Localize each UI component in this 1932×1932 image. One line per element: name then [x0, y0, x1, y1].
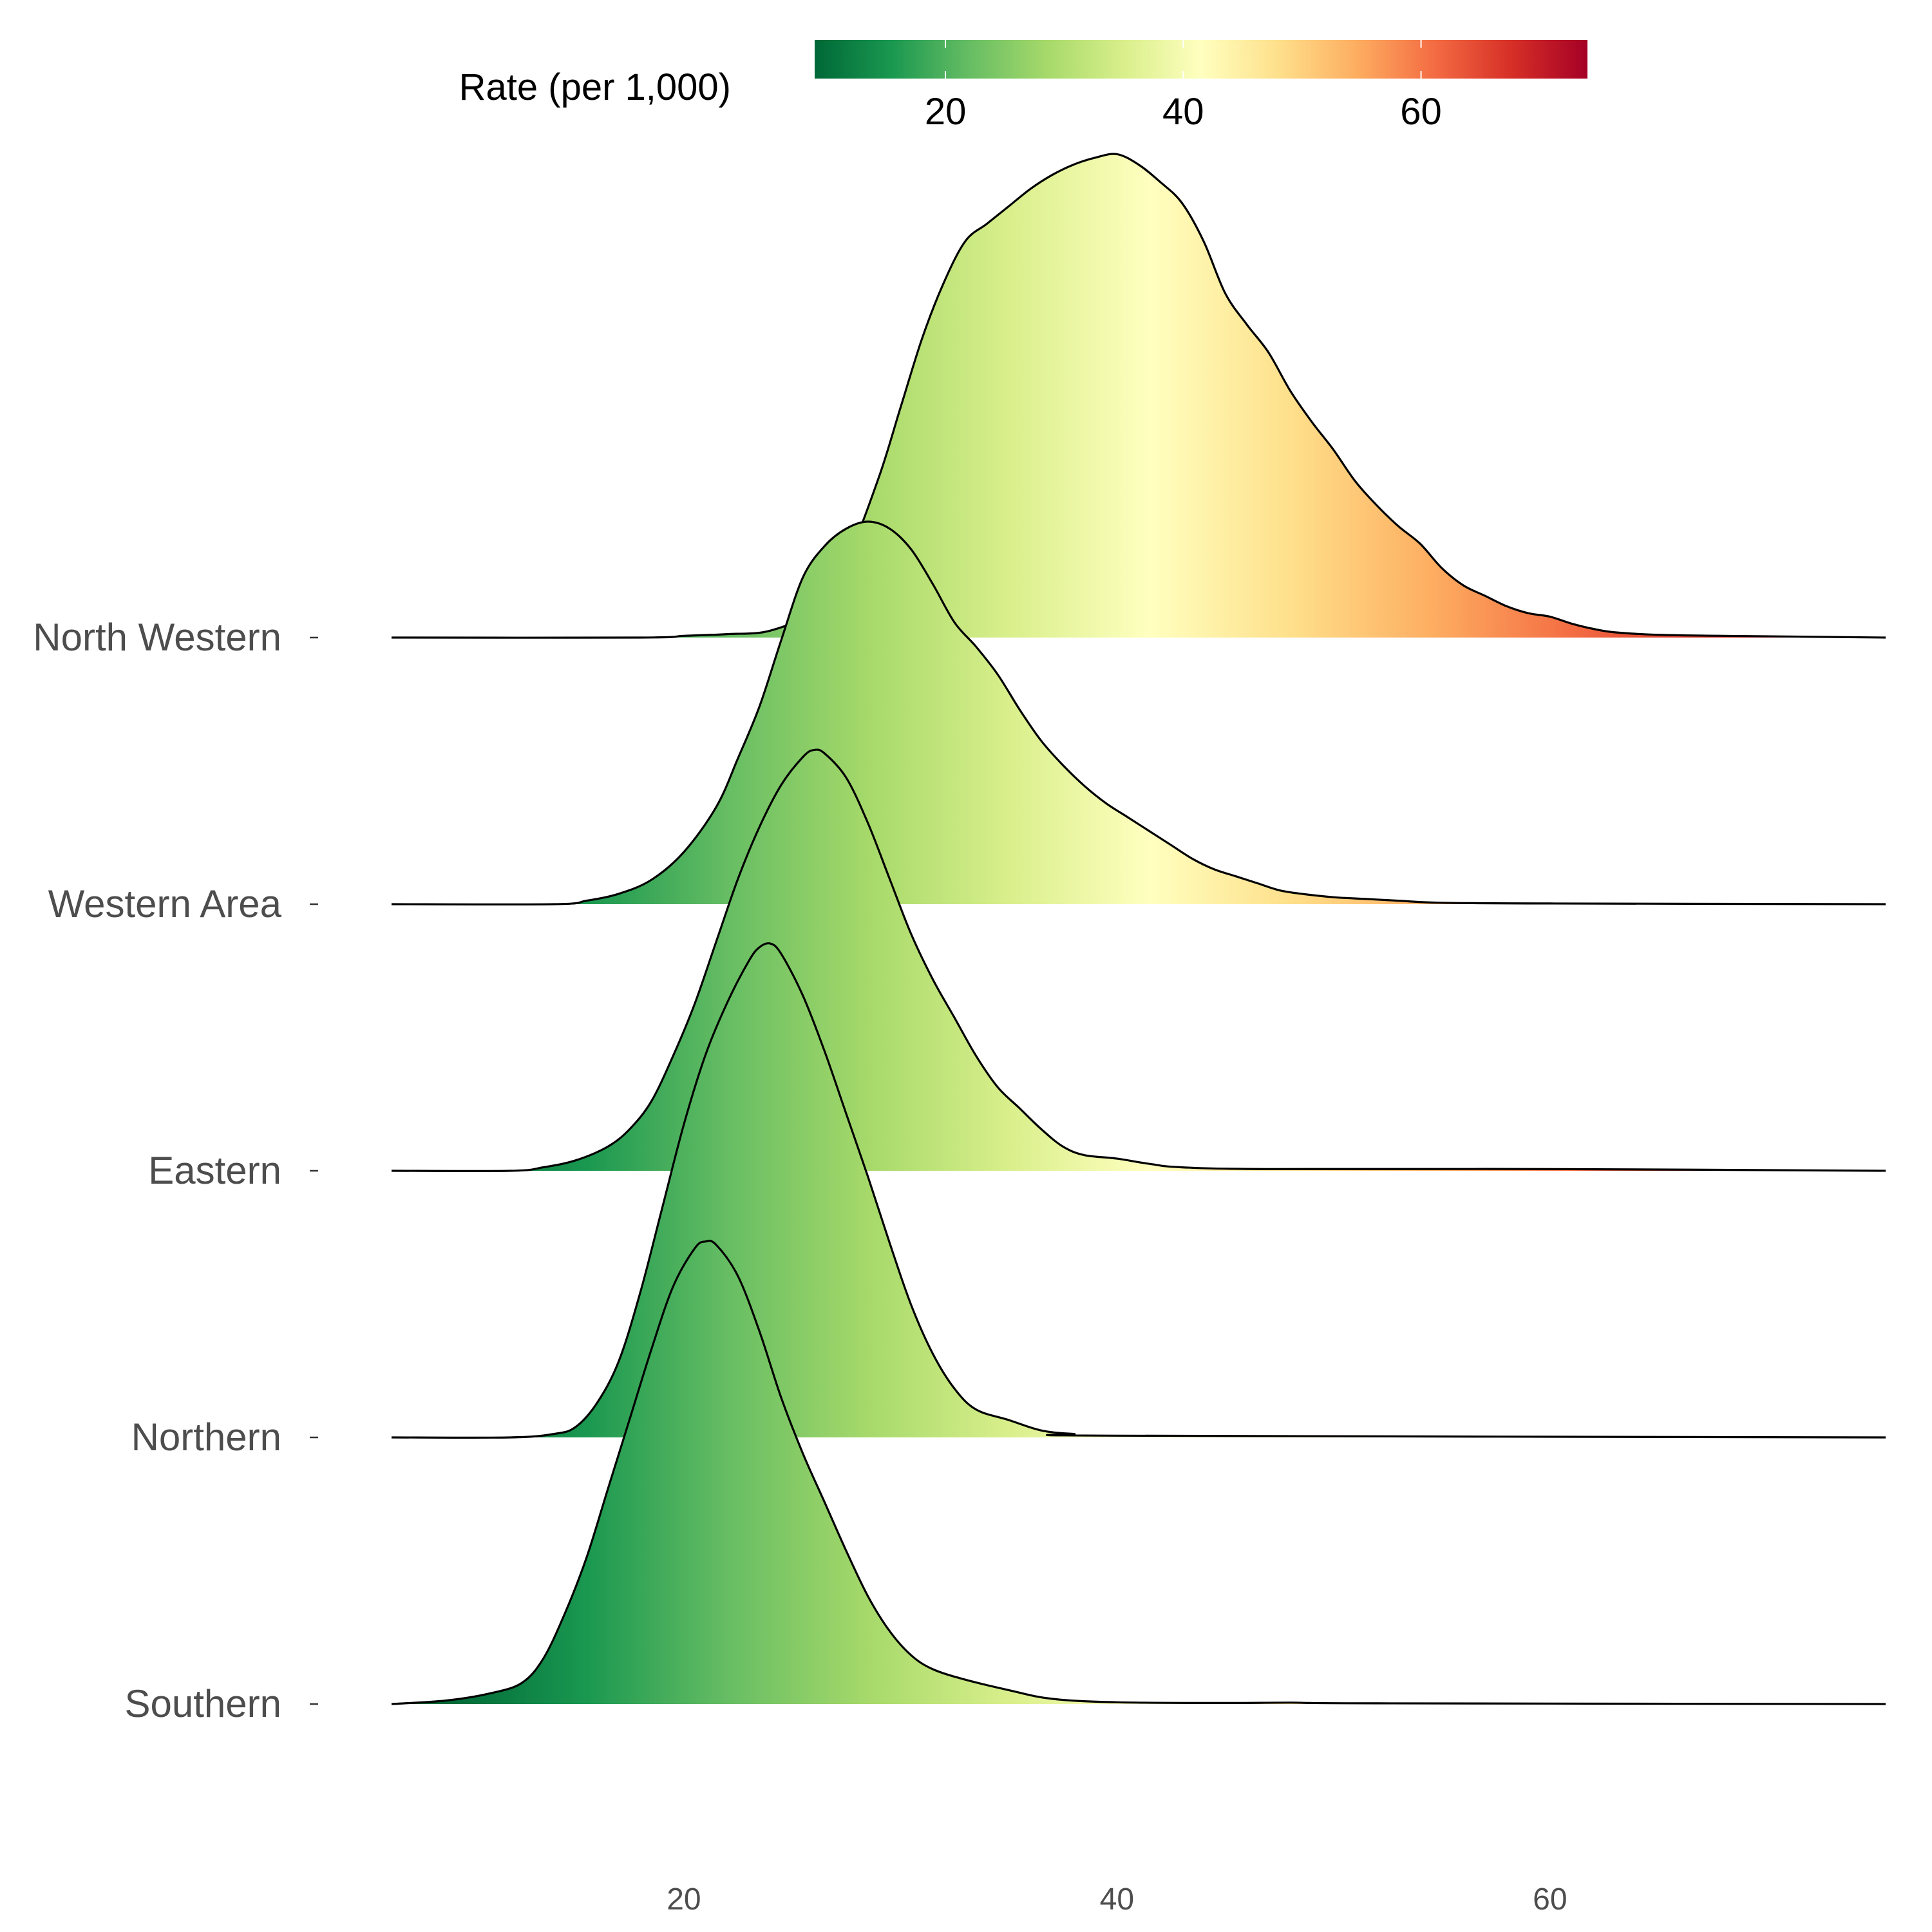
colorbar-tick-label: 60: [1400, 91, 1442, 133]
y-tick-label: North Western: [33, 616, 281, 659]
ridge-southern: [391, 1240, 1886, 1705]
colorbar: [815, 40, 1587, 79]
ridge-northern: [391, 942, 1886, 1439]
ridge-area: [392, 943, 1886, 1438]
ridge-outline: [391, 942, 1886, 1439]
ridge-area: [392, 522, 1886, 905]
colorbar-tick-label: 40: [1162, 91, 1204, 133]
y-tick-label: Western Area: [48, 882, 282, 925]
y-axis: North Western Western Area Eastern Northern…: [33, 616, 318, 1725]
x-tick-label: 40: [1100, 1882, 1134, 1917]
ridge-outline: [391, 520, 1886, 905]
colorbar-legend: Rate (per 1,000) 20 40 60: [459, 40, 1587, 133]
ridge-area: [392, 153, 1886, 638]
ridge-eastern: [391, 748, 1886, 1172]
x-tick-label: 20: [667, 1882, 701, 1917]
ridge-outline: [391, 748, 1886, 1172]
ridge-outline: [391, 1240, 1886, 1705]
ridges: [391, 153, 1886, 1705]
ridge-western-area: [391, 520, 1886, 905]
colorbar-ticks: 20 40 60: [925, 40, 1442, 133]
y-tick-label: Southern: [124, 1682, 281, 1725]
x-axis: 20 40 60: [667, 1882, 1567, 1917]
colorbar-tick-label: 20: [925, 91, 967, 133]
x-tick-label: 60: [1533, 1882, 1567, 1917]
ridge-area: [392, 1240, 1886, 1704]
y-tick-label: Northern: [131, 1416, 281, 1459]
legend-title: Rate (per 1,000): [459, 66, 731, 108]
ridge-north-western: [391, 153, 1886, 639]
y-tick-label: Eastern: [148, 1149, 281, 1192]
ridge-area: [392, 750, 1886, 1171]
